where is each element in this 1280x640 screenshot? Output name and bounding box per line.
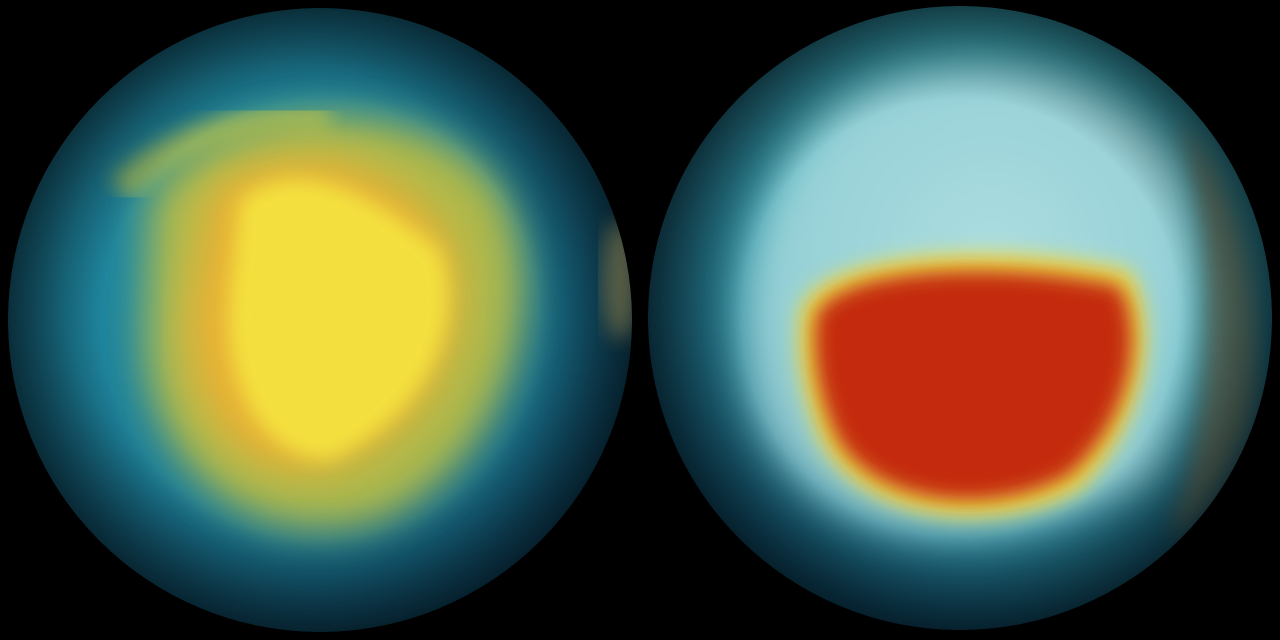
left-globe [8, 8, 632, 632]
right-globe [648, 6, 1272, 630]
landmass [602, 220, 632, 340]
